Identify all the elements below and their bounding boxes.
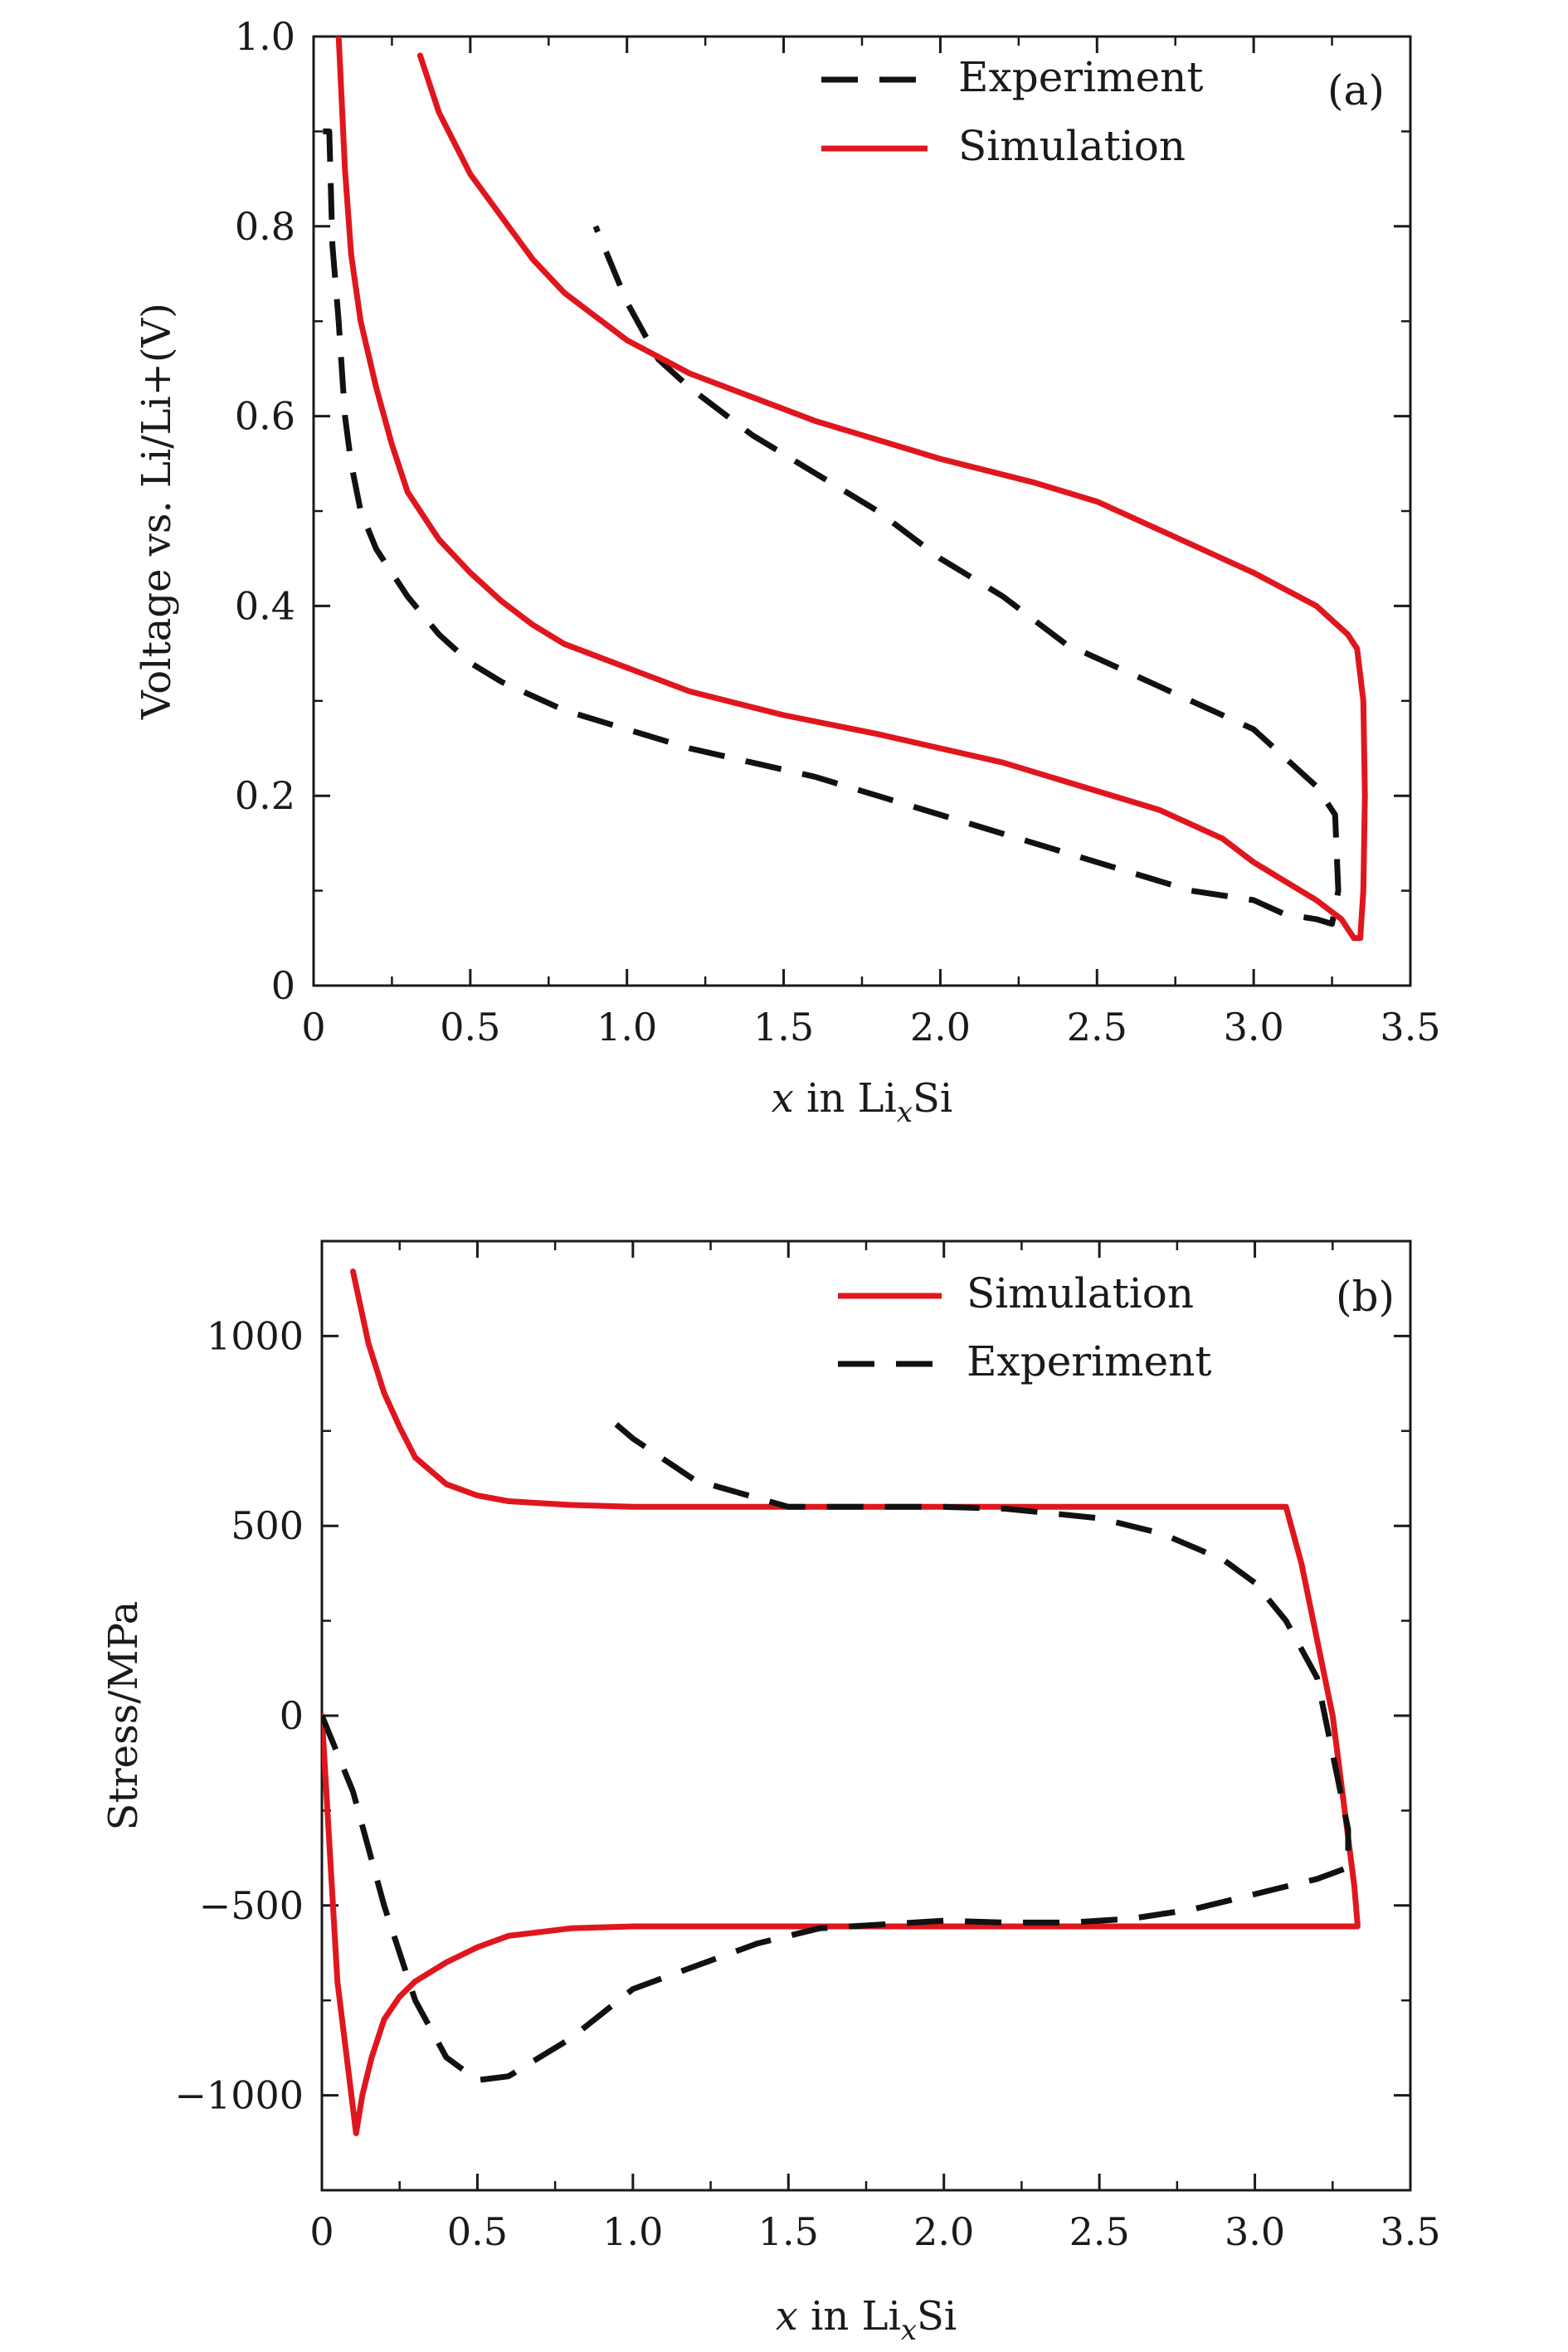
x-axis-title: x in LixSi — [776, 2293, 957, 2347]
series-line-simulation — [335, 37, 1368, 942]
y-tick-label: 1.0 — [235, 14, 295, 59]
x-tick-label: 2.5 — [1067, 1005, 1127, 1049]
y-tick-label: 0.2 — [235, 773, 295, 818]
x-axis-title: x in LixSi — [772, 1075, 953, 1129]
x-tick-label: 2.0 — [913, 2209, 974, 2254]
x-tick-label: 2.5 — [1069, 2209, 1130, 2254]
panel-b-stress-chart: 0 0.5 1.0 1.5 2.0 2.5 3.0 3.5 −1000 −500 0 500 1000 S… — [100, 1239, 1441, 2347]
x-tick-label: 3.0 — [1224, 1005, 1284, 1049]
series-line-experiment — [322, 1410, 1351, 2083]
y-tick-label: 0.6 — [235, 394, 295, 439]
y-tick-label: −500 — [199, 1883, 304, 1928]
y-axis-title: Voltage vs. Li/Li+(V) — [134, 303, 180, 720]
series-line-experiment — [323, 128, 1342, 928]
plot-frame — [320, 1239, 1412, 2192]
x-tick-label: 1.0 — [597, 1005, 657, 1049]
y-tick-label: 500 — [231, 1503, 304, 1548]
y-axis-title: Stress/MPa — [100, 1601, 147, 1831]
legend: Experiment Simulation — [821, 53, 1203, 170]
plot-frame — [312, 35, 1412, 987]
y-tick-label: 0.4 — [235, 583, 295, 628]
x-tick-label: 1.5 — [753, 1005, 814, 1049]
x-tick-label: 3.5 — [1380, 1005, 1440, 1049]
legend-label-experiment: Experiment — [967, 1337, 1211, 1385]
x-tick-label: 1.5 — [758, 2209, 819, 2254]
x-tick-label: 1.0 — [602, 2209, 663, 2254]
x-tick-label: 2.0 — [910, 1005, 971, 1049]
x-tick-label: 0 — [301, 1005, 325, 1049]
legend-label-simulation: Simulation — [958, 122, 1186, 170]
y-tick-label: 0 — [271, 963, 295, 1008]
legend: Simulation Experiment — [838, 1269, 1211, 1385]
y-tick-label: −1000 — [174, 2073, 304, 2118]
legend-label-experiment: Experiment — [958, 53, 1203, 101]
legend-label-simulation: Simulation — [967, 1269, 1194, 1317]
panel-tag: (b) — [1336, 1273, 1395, 1321]
x-tick-label: 0.5 — [440, 1005, 500, 1049]
x-tick-label: 3.5 — [1380, 2209, 1440, 2254]
y-tick-label: 0.8 — [235, 204, 295, 249]
x-tick-label: 3.0 — [1225, 2209, 1285, 2254]
panel-a-voltage-chart: 0 0.5 1.0 1.5 2.0 2.5 3.0 3.5 0 0.2 0.4 0.6 0.8 1.0 Ex… — [134, 14, 1441, 1129]
x-tick-label: 0.5 — [447, 2209, 508, 2254]
series-line-simulation — [322, 1269, 1361, 2136]
y-tick-label: 0 — [280, 1693, 304, 1738]
x-tick-label: 0 — [309, 2209, 334, 2254]
y-tick-label: 1000 — [207, 1313, 304, 1358]
panel-tag: (a) — [1327, 66, 1385, 114]
